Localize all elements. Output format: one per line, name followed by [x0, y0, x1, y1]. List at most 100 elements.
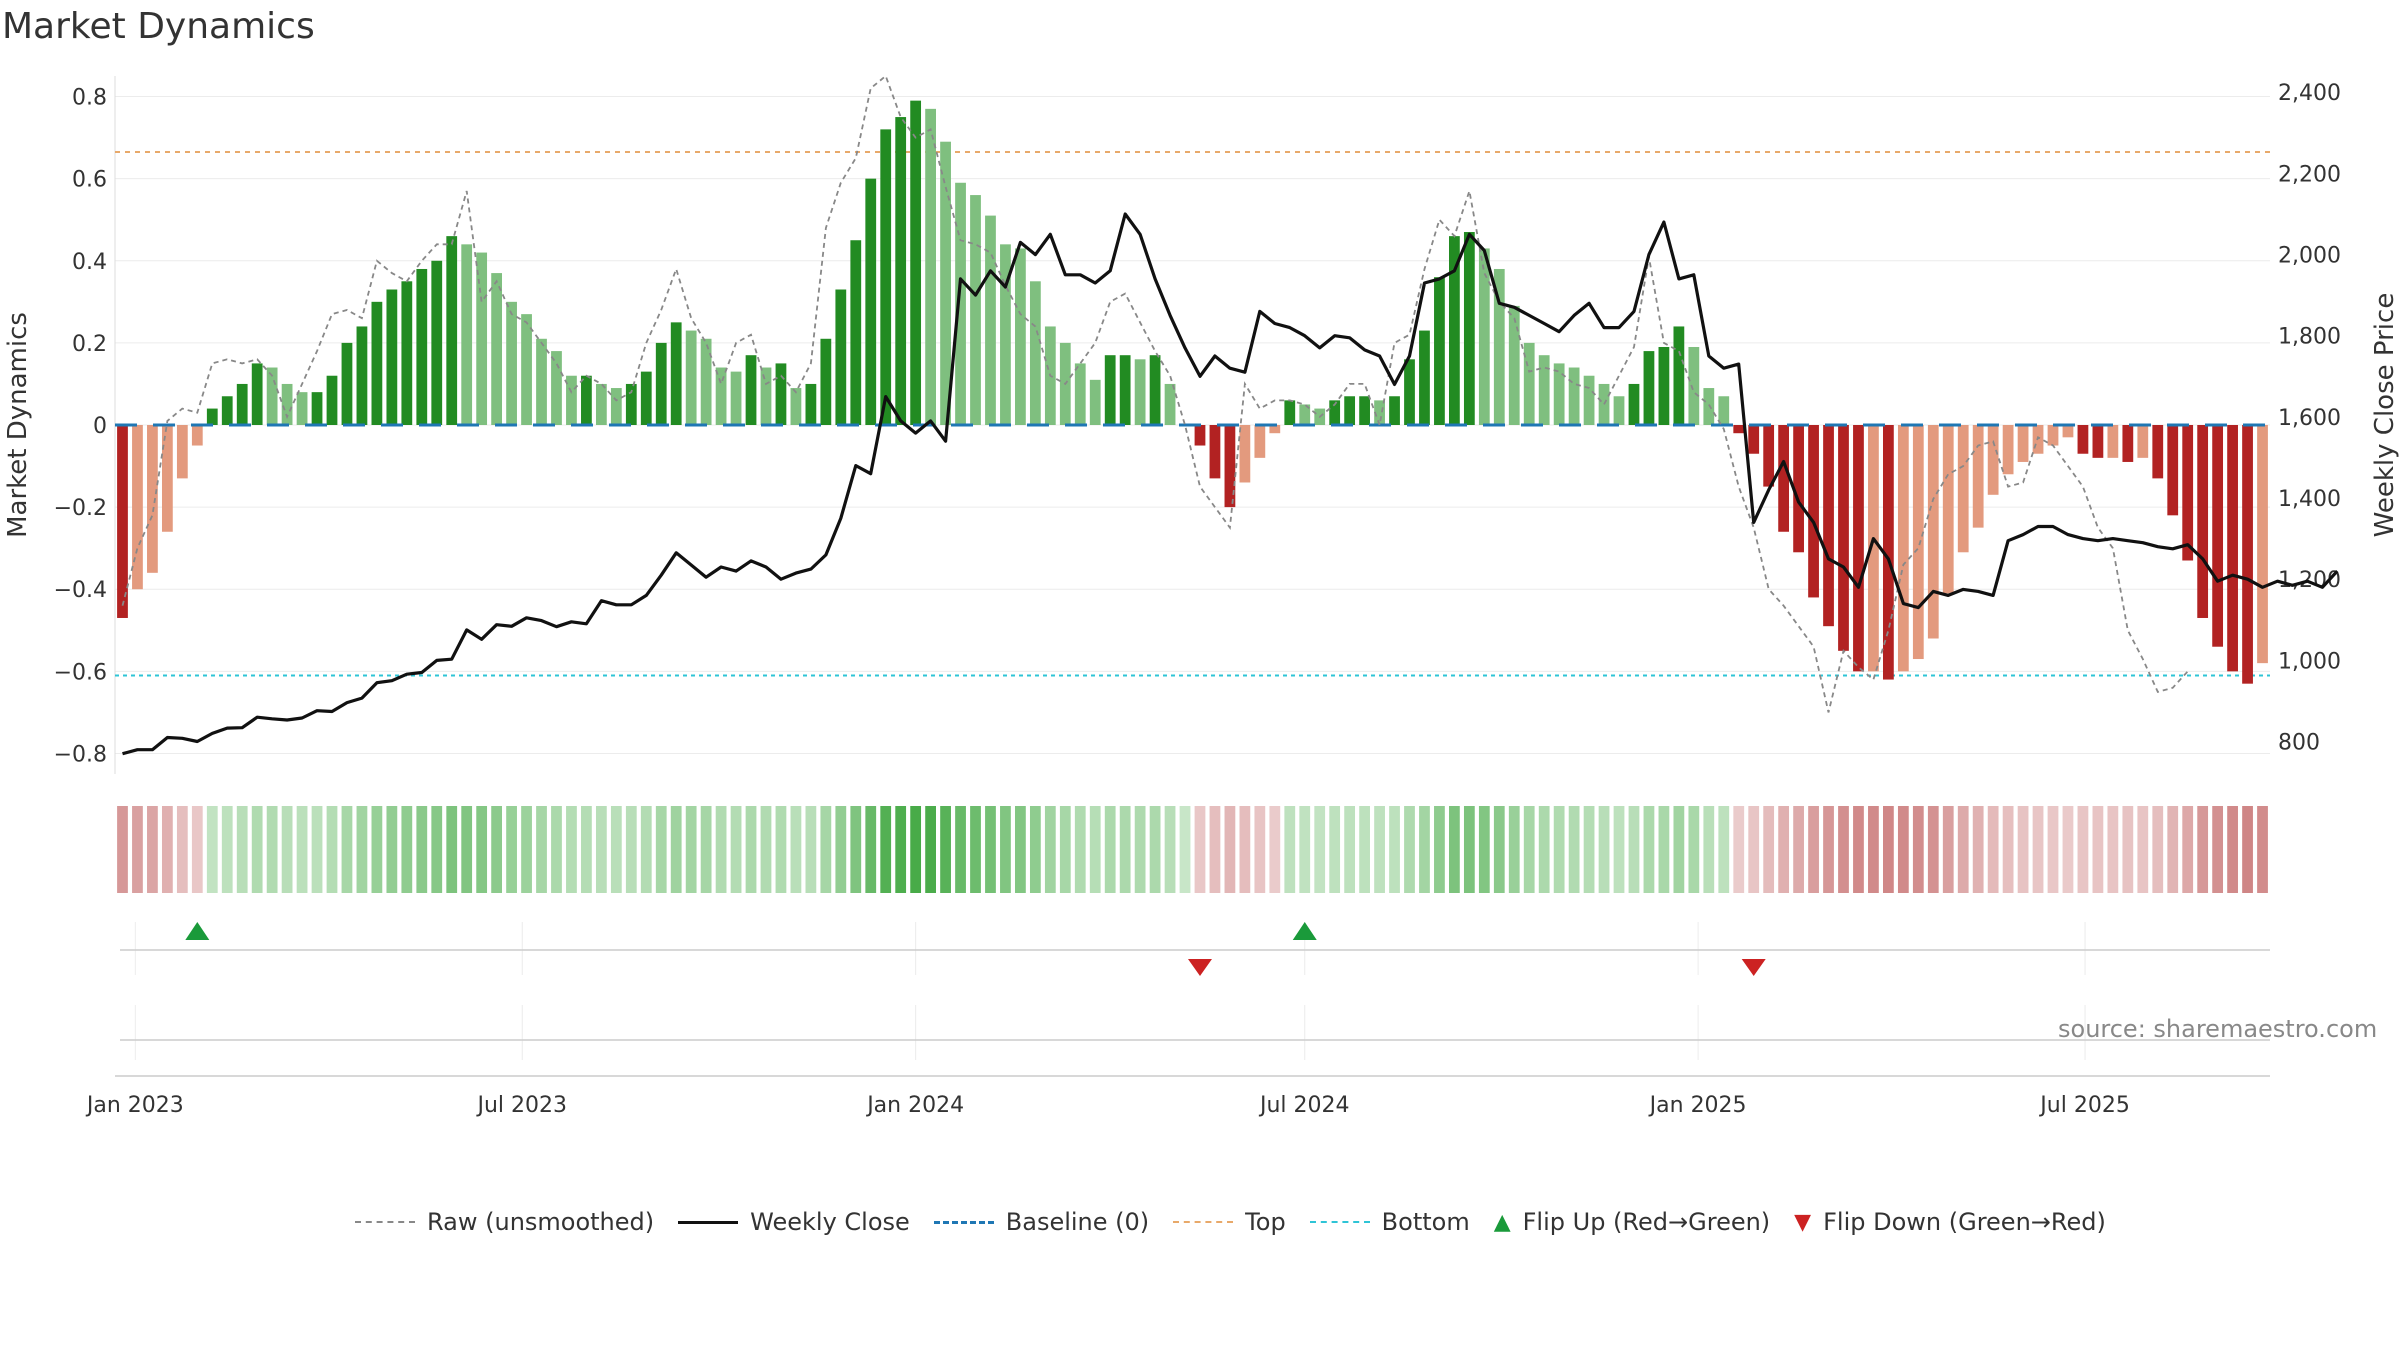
weekly-close-line — [122, 212, 2339, 756]
heat-strip-cell — [1478, 806, 1490, 893]
heat-strip-cell — [1314, 806, 1326, 893]
heat-strip-cell — [1972, 806, 1984, 893]
market-dynamics-bar — [2212, 425, 2224, 647]
market-dynamics-bar — [1149, 355, 1161, 425]
market-dynamics-bar — [1957, 425, 1969, 553]
market-dynamics-bar — [401, 281, 413, 425]
heat-strip-cell — [1434, 806, 1445, 893]
x-tick-label: Jan 2023 — [85, 1093, 184, 1118]
heat-strip-cell — [955, 806, 966, 893]
heat-strip-cell — [221, 806, 233, 893]
heat-strip-cell — [2062, 806, 2074, 893]
market-dynamics-bar — [1882, 425, 1894, 680]
market-dynamics-bar — [132, 425, 143, 590]
market-dynamics-bar — [1972, 425, 1984, 528]
y-tick-label: 0.8 — [72, 86, 107, 111]
market-dynamics-bar — [2227, 425, 2238, 672]
heat-strip-cell — [1449, 806, 1460, 893]
heat-strip-cell — [1224, 806, 1236, 893]
market-dynamics-bar — [1029, 281, 1041, 425]
market-dynamics-bar — [326, 375, 338, 425]
heat-strip-cell — [835, 806, 847, 893]
market-dynamics-bar — [521, 314, 532, 425]
heat-strip-cell — [1015, 806, 1026, 893]
market-dynamics-bar — [1000, 244, 1011, 425]
legend-swatch-raw — [355, 1221, 415, 1223]
market-dynamics-bar — [461, 244, 473, 425]
market-dynamics-bar — [640, 371, 652, 425]
heat-strip-cell — [1269, 806, 1281, 893]
heat-strip-cell — [1882, 806, 1894, 893]
market-dynamics-bar — [536, 338, 547, 425]
heat-strip-cell — [1823, 806, 1834, 893]
y2-tick-label: 1,000 — [2278, 649, 2341, 674]
market-dynamics-bar — [491, 273, 503, 425]
market-dynamics-bar — [595, 383, 607, 425]
y-tick-label: 0.4 — [72, 250, 107, 275]
market-dynamics-bar — [1329, 400, 1341, 425]
legend-item-top[interactable]: Top — [1173, 1208, 1286, 1236]
heat-strip-cell — [1718, 806, 1730, 893]
market-dynamics-bar — [251, 363, 263, 425]
heat-strip-cell — [416, 806, 428, 893]
y-tick-label: 0.6 — [72, 168, 107, 193]
heat-strip-cell — [1568, 806, 1580, 893]
heat-strip-cell — [1703, 806, 1715, 893]
market-dynamics-bar — [700, 338, 712, 425]
legend-item-raw[interactable]: Raw (unsmoothed) — [355, 1208, 654, 1236]
market-dynamics-bar — [581, 375, 592, 425]
y-tick-label: −0.2 — [54, 496, 107, 521]
legend-item-flip-up[interactable]: ▲ Flip Up (Red→Green) — [1494, 1208, 1770, 1236]
heat-strip-cell — [850, 806, 862, 893]
heat-strip-cell — [985, 806, 996, 893]
market-dynamics-bar — [625, 383, 637, 425]
market-dynamics-bar — [1508, 305, 1520, 425]
heat-strip-cell — [1209, 806, 1221, 893]
market-dynamics-bar — [2092, 425, 2104, 458]
heat-strip-cell — [1942, 806, 1954, 893]
market-dynamics-bar — [1359, 396, 1370, 425]
market-dynamics-bar — [296, 392, 308, 425]
heat-strip-cell — [1254, 806, 1266, 893]
heat-strip-cell — [805, 806, 817, 893]
heat-strip-cell — [2242, 806, 2253, 893]
legend-item-bottom[interactable]: Bottom — [1309, 1208, 1470, 1236]
y-tick-label: 0 — [93, 414, 107, 439]
legend-item-baseline[interactable]: Baseline (0) — [933, 1208, 1149, 1236]
market-dynamics-bar — [1838, 425, 1849, 651]
heat-strip-cell — [2032, 806, 2044, 893]
market-dynamics-bar — [1778, 425, 1790, 532]
heat-strip-cell — [1538, 806, 1550, 893]
heat-strip-cell — [1808, 806, 1819, 893]
y2-axis-title: Weekly Close Price — [2370, 293, 2400, 538]
x-tick-label: Jan 2025 — [1648, 1093, 1747, 1118]
market-dynamics-bar — [2242, 425, 2253, 684]
legend-swatch-baseline — [933, 1220, 994, 1224]
market-dynamics-bar — [970, 195, 981, 425]
market-dynamics-bar — [775, 363, 787, 425]
heat-strip-cell — [476, 806, 488, 893]
market-dynamics-bar — [476, 252, 488, 425]
heat-strip-cell — [940, 806, 951, 893]
triangle-down-icon: ▼ — [1794, 1209, 1812, 1235]
market-dynamics-bar — [2062, 425, 2074, 438]
heat-strip-cell — [1912, 806, 1924, 893]
heat-strip-cell — [880, 806, 892, 893]
market-dynamics-bar — [1209, 425, 1221, 479]
market-dynamics-bar — [745, 355, 757, 425]
legend-item-flip-down[interactable]: ▼ Flip Down (Green→Red) — [1794, 1208, 2106, 1236]
heat-strip-cell — [1463, 806, 1475, 893]
heat-strip-cell — [1029, 806, 1041, 893]
heat-strip-cell — [1194, 806, 1206, 893]
market-dynamics-bar — [1673, 326, 1685, 425]
heat-strip-cell — [371, 806, 383, 893]
legend-label-bottom: Bottom — [1381, 1208, 1470, 1236]
market-dynamics-bar — [371, 301, 383, 425]
market-dynamics-bar — [955, 182, 966, 425]
market-dynamics-bar — [147, 425, 158, 573]
market-dynamics-bar — [1927, 425, 1939, 639]
legend-label-top: Top — [1245, 1208, 1286, 1236]
heat-strip-cell — [491, 806, 503, 893]
heat-strip-cell — [236, 806, 248, 893]
legend-item-close[interactable]: Weekly Close — [678, 1208, 910, 1236]
